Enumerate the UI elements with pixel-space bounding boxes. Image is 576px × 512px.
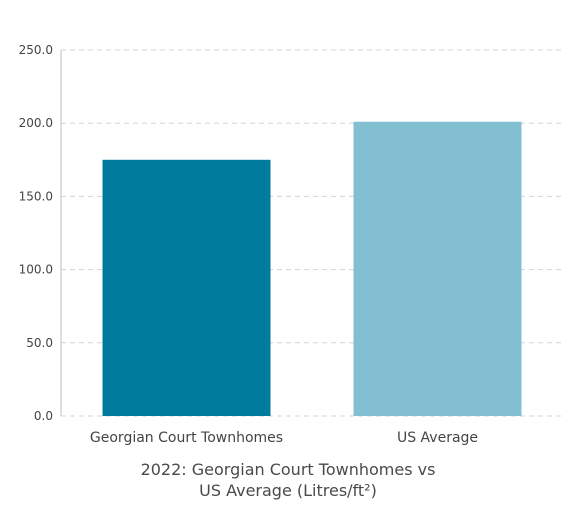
chart-title-line-2: US Average (Litres/ft²) — [199, 481, 377, 500]
y-tick-label: 250.0 — [19, 43, 53, 57]
chart-title: 2022: Georgian Court Townhomes vs US Ave… — [0, 459, 576, 501]
bar — [353, 121, 522, 417]
chart-title-line-1: 2022: Georgian Court Townhomes vs — [140, 460, 436, 479]
y-tick-label: 150.0 — [19, 189, 53, 203]
x-tick-label: Georgian Court Townhomes — [90, 430, 283, 446]
y-tick-label: 200.0 — [19, 116, 53, 130]
x-tick-label: US Average — [397, 430, 478, 446]
y-tick-label: 0.0 — [34, 409, 53, 423]
y-tick-label: 50.0 — [26, 336, 53, 350]
y-tick-label: 100.0 — [19, 263, 53, 277]
bar — [102, 159, 271, 417]
